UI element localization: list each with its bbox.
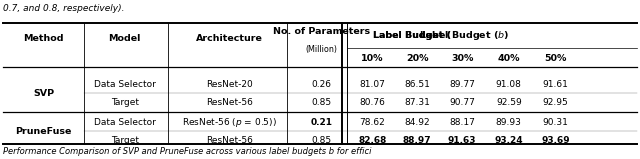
Text: 81.07: 81.07 — [360, 80, 385, 89]
Text: Label Budget (: Label Budget ( — [373, 31, 451, 40]
Text: 0.21: 0.21 — [310, 118, 332, 127]
Text: 89.77: 89.77 — [449, 80, 475, 89]
Text: 0.7, and 0.8, respectively).: 0.7, and 0.8, respectively). — [3, 4, 125, 13]
Text: 0.85: 0.85 — [311, 136, 332, 145]
Text: 89.93: 89.93 — [496, 118, 522, 127]
Text: ResNet-56 ($p$ = 0.5)): ResNet-56 ($p$ = 0.5)) — [182, 116, 276, 129]
Text: 90.77: 90.77 — [449, 98, 475, 107]
Text: SVP: SVP — [33, 89, 54, 98]
Text: Target: Target — [111, 98, 139, 107]
Text: Method: Method — [23, 35, 64, 43]
Text: (Million): (Million) — [305, 45, 337, 54]
Text: 91.63: 91.63 — [448, 136, 476, 145]
Text: Label Budget ($b$): Label Budget ($b$) — [419, 29, 509, 42]
Text: 93.24: 93.24 — [495, 136, 523, 145]
Text: 86.51: 86.51 — [404, 80, 430, 89]
Text: ResNet-56: ResNet-56 — [205, 136, 253, 145]
Text: No. of Parameters: No. of Parameters — [273, 27, 370, 36]
Text: 84.92: 84.92 — [404, 118, 430, 127]
Text: 87.31: 87.31 — [404, 98, 430, 107]
Text: Data Selector: Data Selector — [94, 80, 156, 89]
Text: 88.97: 88.97 — [403, 136, 431, 145]
Text: 0.26: 0.26 — [311, 80, 332, 89]
Text: 50%: 50% — [545, 54, 566, 62]
Text: 80.76: 80.76 — [360, 98, 385, 107]
Text: Label Budget (: Label Budget ( — [373, 31, 451, 40]
Text: Performance Comparison of SVP and PruneFuse across various label budgets b for e: Performance Comparison of SVP and PruneF… — [3, 146, 372, 156]
Text: Target: Target — [111, 136, 139, 145]
Text: 20%: 20% — [406, 54, 429, 62]
Text: 91.08: 91.08 — [496, 80, 522, 89]
Text: 92.59: 92.59 — [496, 98, 522, 107]
Text: 91.61: 91.61 — [543, 80, 568, 89]
Text: 88.17: 88.17 — [449, 118, 475, 127]
Text: 93.69: 93.69 — [541, 136, 570, 145]
Text: 92.95: 92.95 — [543, 98, 568, 107]
Text: Data Selector: Data Selector — [94, 118, 156, 127]
Text: Model: Model — [109, 35, 141, 43]
Text: 40%: 40% — [497, 54, 520, 62]
Text: 30%: 30% — [451, 54, 473, 62]
Text: ResNet-56: ResNet-56 — [205, 98, 253, 107]
Text: Architecture: Architecture — [196, 35, 262, 43]
Text: 78.62: 78.62 — [360, 118, 385, 127]
Text: 10%: 10% — [361, 54, 384, 62]
Text: 82.68: 82.68 — [358, 136, 387, 145]
Text: ResNet-20: ResNet-20 — [205, 80, 253, 89]
Text: 0.85: 0.85 — [311, 98, 332, 107]
Text: 90.31: 90.31 — [543, 118, 568, 127]
Text: PruneFuse: PruneFuse — [15, 127, 72, 136]
